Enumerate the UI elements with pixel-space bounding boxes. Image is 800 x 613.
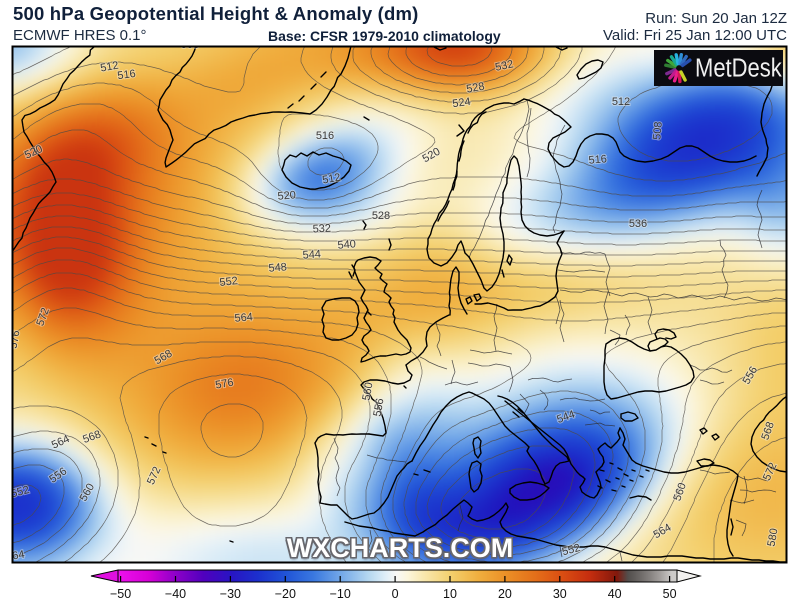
- svg-text:30: 30: [553, 587, 567, 601]
- svg-text:512: 512: [321, 172, 341, 187]
- svg-text:−20: −20: [275, 587, 296, 601]
- svg-text:516: 516: [117, 68, 137, 82]
- svg-text:552: 552: [10, 484, 31, 500]
- svg-text:10: 10: [443, 587, 457, 601]
- svg-text:−30: −30: [220, 587, 241, 601]
- svg-text:40: 40: [608, 587, 622, 601]
- svg-text:532: 532: [312, 223, 331, 236]
- svg-text:544: 544: [302, 248, 321, 261]
- svg-text:556: 556: [372, 397, 387, 417]
- svg-text:564: 564: [234, 311, 253, 325]
- svg-text:516: 516: [316, 130, 334, 142]
- svg-text:50: 50: [663, 587, 677, 601]
- svg-text:512: 512: [612, 96, 630, 108]
- svg-text:580: 580: [766, 527, 781, 547]
- svg-text:−40: −40: [165, 587, 186, 601]
- svg-text:524: 524: [452, 96, 472, 110]
- svg-text:552: 552: [561, 542, 582, 558]
- svg-text:0: 0: [392, 587, 399, 601]
- svg-text:548: 548: [268, 261, 287, 275]
- svg-text:536: 536: [629, 218, 647, 230]
- svg-text:516: 516: [588, 153, 607, 167]
- svg-text:576: 576: [8, 329, 23, 349]
- svg-text:−50: −50: [110, 587, 131, 601]
- svg-text:532: 532: [494, 58, 514, 74]
- svg-text:512: 512: [99, 60, 119, 75]
- svg-text:−10: −10: [330, 587, 351, 601]
- svg-text:560: 560: [361, 381, 376, 401]
- svg-text:552: 552: [219, 275, 239, 289]
- svg-text:520: 520: [277, 189, 296, 203]
- svg-text:540: 540: [337, 238, 356, 252]
- svg-text:528: 528: [372, 210, 390, 222]
- svg-text:528: 528: [465, 81, 485, 96]
- svg-text:20: 20: [498, 587, 512, 601]
- svg-text:508: 508: [651, 121, 665, 140]
- svg-text:564: 564: [5, 549, 25, 564]
- svg-text:576: 576: [214, 377, 234, 392]
- svg-text:508: 508: [181, 39, 199, 51]
